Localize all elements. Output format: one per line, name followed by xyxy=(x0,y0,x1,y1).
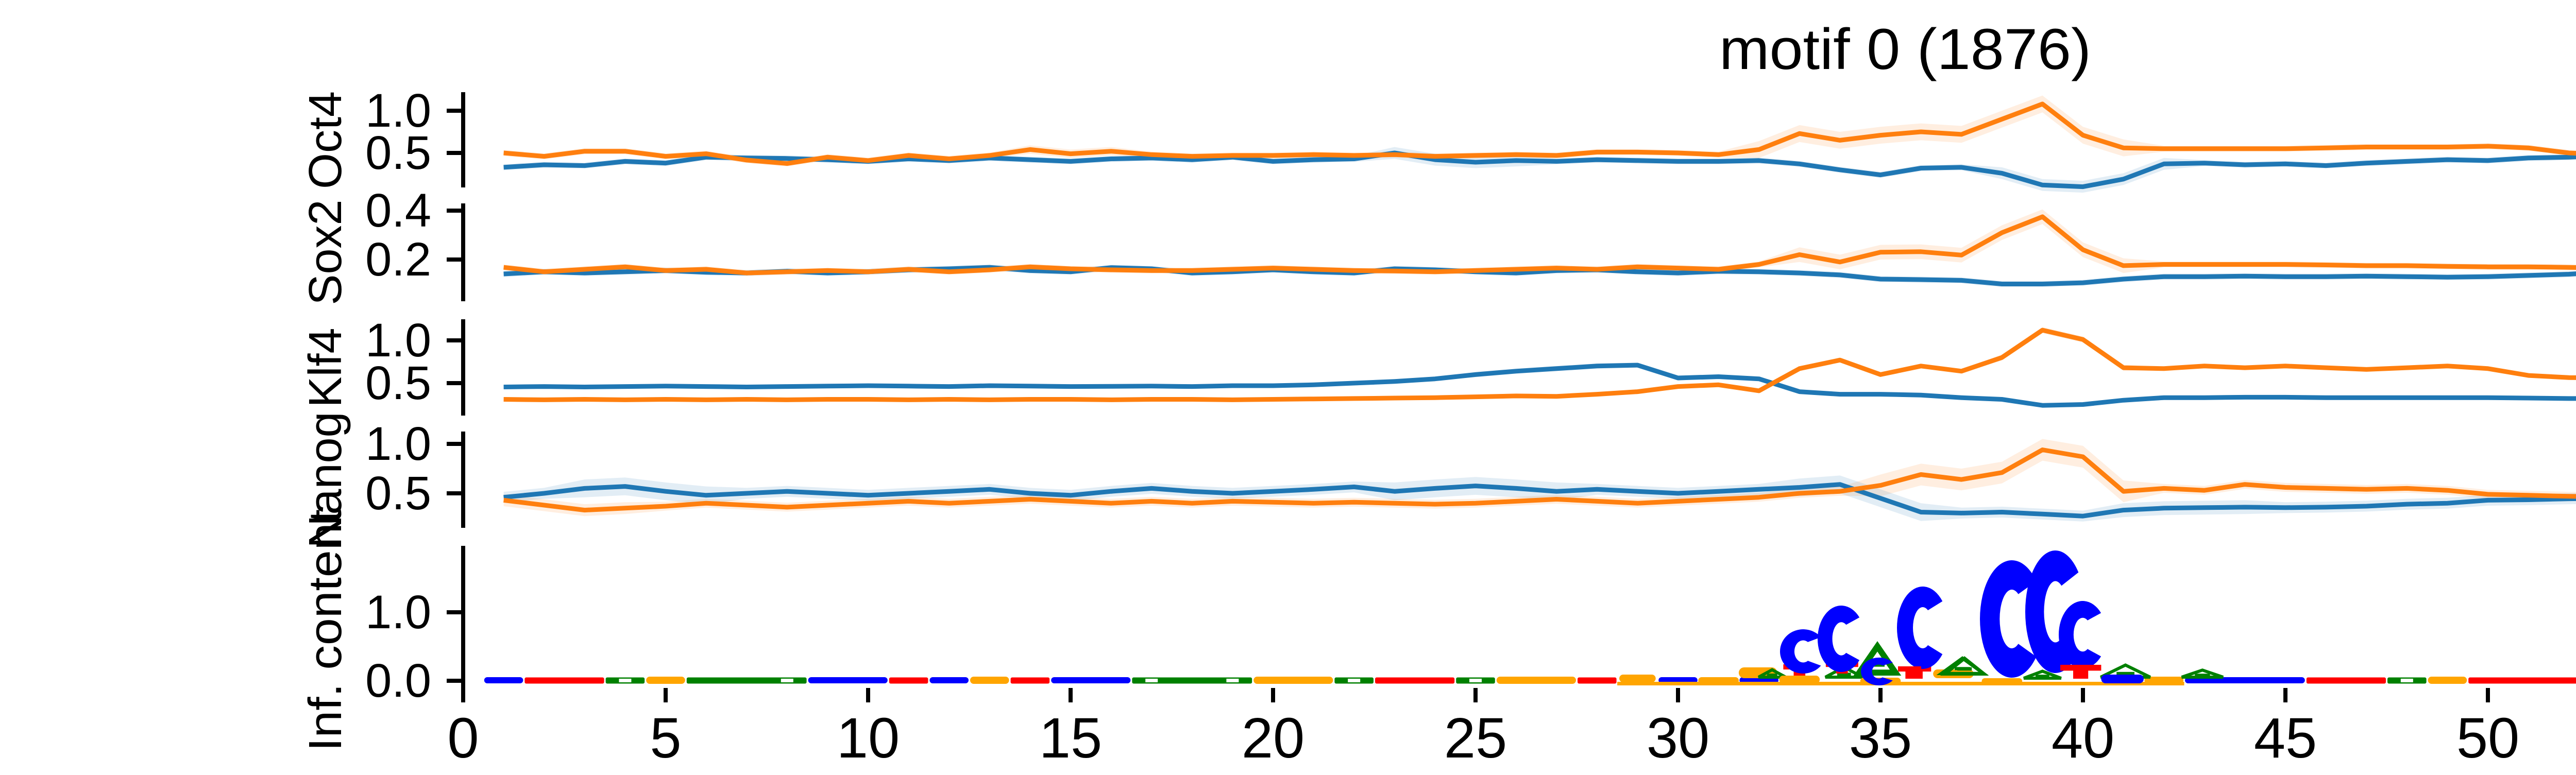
svg-text:0.4: 0.4 xyxy=(365,184,431,237)
svg-text:Klf4: Klf4 xyxy=(300,328,351,407)
svg-text:motif 0 (1876): motif 0 (1876) xyxy=(1719,17,2091,81)
svg-text:20: 20 xyxy=(1242,707,1304,770)
svg-text:30: 30 xyxy=(1647,707,1709,770)
svg-text:50: 50 xyxy=(2456,707,2519,770)
svg-text:10: 10 xyxy=(837,707,900,770)
svg-text:Sox2: Sox2 xyxy=(300,199,351,305)
svg-text:25: 25 xyxy=(1444,707,1507,770)
svg-text:0: 0 xyxy=(447,707,479,770)
svg-text:35: 35 xyxy=(1849,707,1912,770)
svg-text:1.0: 1.0 xyxy=(365,84,431,137)
svg-text:15: 15 xyxy=(1039,707,1102,770)
svg-text:40: 40 xyxy=(2052,707,2114,770)
svg-text:0.5: 0.5 xyxy=(365,467,431,520)
svg-text:45: 45 xyxy=(2254,707,2317,770)
svg-text:0.5: 0.5 xyxy=(365,127,431,179)
svg-text:5: 5 xyxy=(650,707,681,770)
svg-text:Nanog: Nanog xyxy=(300,411,351,548)
svg-text:Inf. content: Inf. content xyxy=(300,509,351,751)
svg-text:1.0: 1.0 xyxy=(365,418,431,470)
svg-text:0.2: 0.2 xyxy=(365,233,431,286)
svg-text:0.0: 0.0 xyxy=(365,655,431,707)
svg-text:Oct4: Oct4 xyxy=(300,91,351,189)
svg-text:0.5: 0.5 xyxy=(365,357,431,409)
svg-text:1.0: 1.0 xyxy=(365,586,431,639)
svg-text:1.0: 1.0 xyxy=(365,314,431,367)
